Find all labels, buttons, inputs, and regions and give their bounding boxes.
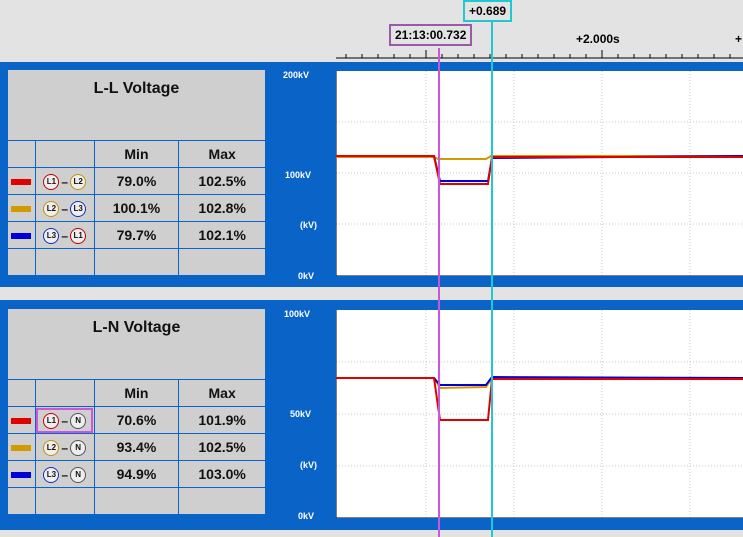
ll-voltage-plot[interactable] — [335, 71, 743, 277]
table-row[interactable]: L3– N 94.9% 103.0% — [7, 460, 266, 488]
l1-phase-icon: L1 — [70, 227, 87, 244]
tick-label-2s: +2.000s — [576, 32, 620, 46]
ll-y-mid: 100kV — [285, 170, 312, 180]
l2-phase-icon: L2 — [43, 200, 60, 217]
ll-l3l1-max: 102.1% — [178, 221, 266, 249]
ll-l1l2-max: 102.5% — [178, 167, 266, 195]
cursor1-time-label[interactable]: 21:13:00.732 — [389, 24, 473, 46]
n-phase-icon: N — [70, 439, 87, 456]
time-ruler — [336, 48, 743, 62]
ln-l3n-max: 103.0% — [178, 460, 266, 488]
ll-voltage-table: L-L Voltage Min Max L1– L2 79.0% 102.5% L… — [7, 69, 266, 276]
l2-phase-icon: L2 — [70, 173, 87, 190]
l1-phase-icon: L1 — [43, 412, 60, 429]
ln-voltage-plot[interactable] — [335, 310, 743, 519]
ln-l1n-min: 70.6% — [93, 406, 180, 434]
ln-l2n-min: 93.4% — [93, 433, 180, 461]
ln-panel-title: L-N Voltage — [7, 308, 266, 380]
ll-l3l1-trace — [336, 155, 743, 182]
ln-l3n-min: 94.9% — [93, 460, 180, 488]
ln-l1n-max: 101.9% — [178, 406, 266, 434]
ln-l2n-max: 102.5% — [178, 433, 266, 461]
cursor2-delta-label[interactable]: +0.689 — [463, 0, 513, 22]
n-phase-icon: N — [70, 412, 87, 429]
ll-l2l3-max: 102.8% — [178, 194, 266, 222]
table-row[interactable]: L1– L2 79.0% 102.5% — [7, 167, 266, 195]
ll-col-max: Max — [178, 140, 266, 168]
tick-label-cut: + — [735, 32, 743, 46]
n-phase-icon: N — [70, 466, 87, 483]
cursor1-line[interactable] — [438, 48, 440, 537]
ln-col-min: Min — [93, 379, 180, 407]
ll-l1l2-min: 79.0% — [93, 167, 180, 195]
ll-y-unit: (kV) — [300, 220, 318, 230]
ll-y-bottom: 0kV — [298, 271, 315, 281]
ll-l3l1-min: 79.7% — [93, 221, 180, 249]
ll-panel-title: L-L Voltage — [7, 69, 266, 141]
ll-y-top: 200kV — [283, 70, 310, 80]
orange-swatch — [11, 445, 32, 452]
cursor2-line[interactable] — [491, 22, 493, 537]
l1-phase-icon: L1 — [43, 173, 60, 190]
blue-swatch — [11, 472, 32, 479]
table-row[interactable]: L3– L1 79.7% 102.1% — [7, 221, 266, 249]
ln-l1n-trace — [336, 377, 743, 421]
ln-y-unit: (kV) — [300, 460, 318, 470]
ll-waveform — [335, 71, 743, 277]
l3-phase-icon: L3 — [70, 200, 87, 217]
ln-y-top: 100kV — [284, 309, 311, 319]
ll-col-min: Min — [93, 140, 180, 168]
ruler-ticks — [336, 50, 743, 59]
red-swatch — [11, 179, 32, 186]
l3-phase-icon: L3 — [43, 227, 60, 244]
l2-phase-icon: L2 — [43, 439, 60, 456]
ln-y-mid: 50kV — [290, 409, 312, 419]
ln-y-bottom: 0kV — [298, 511, 315, 521]
table-row[interactable]: L2– N 93.4% 102.5% — [7, 433, 266, 461]
red-swatch — [11, 418, 32, 425]
table-row[interactable]: L1– N 70.6% 101.9% — [7, 406, 266, 434]
l3-phase-icon: L3 — [43, 466, 60, 483]
ll-l2l3-min: 100.1% — [93, 194, 180, 222]
ln-voltage-table: L-N Voltage Min Max L1– N 70.6% 101.9% L2… — [7, 308, 266, 515]
table-row[interactable]: L2– L3 100.1% 102.8% — [7, 194, 266, 222]
blue-swatch — [11, 233, 32, 240]
ln-waveform — [335, 310, 743, 519]
orange-swatch — [11, 206, 32, 213]
ln-col-max: Max — [178, 379, 266, 407]
ll-l1l2-trace — [336, 155, 743, 185]
